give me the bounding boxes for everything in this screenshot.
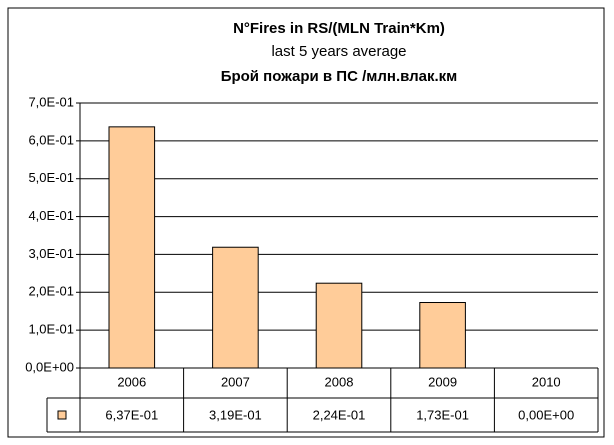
bar	[419, 302, 466, 369]
y-tick-label: 1,0E-01	[28, 322, 74, 337]
y-tick-label: 4,0E-01	[28, 208, 74, 223]
x-tick-label: 2010	[532, 374, 561, 389]
x-tick-label: 2006	[117, 374, 146, 389]
bar	[212, 246, 259, 369]
y-tick-label: 3,0E-01	[28, 246, 74, 261]
value-label: 1,73E-01	[416, 407, 469, 422]
chart-title: N°Fires in RS/(MLN Train*Km)	[233, 20, 445, 37]
bar	[108, 126, 156, 369]
value-label: 3,19E-01	[209, 407, 262, 422]
legend-key	[57, 410, 67, 420]
value-label: 2,24E-01	[313, 407, 366, 422]
chart-frame	[7, 7, 605, 438]
value-label: 0,00E+00	[518, 407, 574, 422]
value-label: 6,37E-01	[105, 407, 158, 422]
x-tick-label: 2009	[428, 374, 457, 389]
x-tick-label: 2007	[221, 374, 250, 389]
chart-subtitle: last 5 years average	[271, 43, 406, 60]
y-tick-label: 7,0E-01	[28, 94, 74, 109]
y-tick-label: 0,0E+00	[25, 359, 74, 374]
chart-title-local: Брой пожари в ПС /млн.влак.км	[221, 68, 458, 85]
y-tick-label: 2,0E-01	[28, 284, 74, 299]
y-tick-label: 6,0E-01	[28, 132, 74, 147]
x-tick-label: 2008	[325, 374, 354, 389]
y-tick-label: 5,0E-01	[28, 170, 74, 185]
bar	[315, 282, 363, 369]
